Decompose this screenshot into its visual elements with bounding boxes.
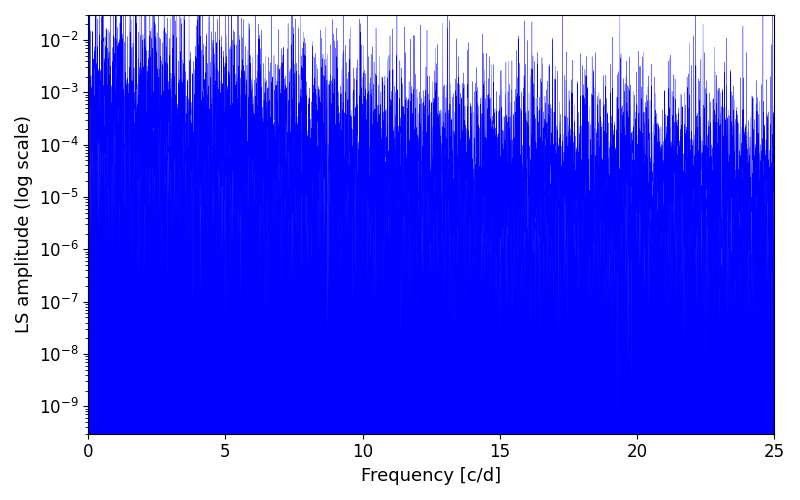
X-axis label: Frequency [c/d]: Frequency [c/d] — [361, 467, 502, 485]
Y-axis label: LS amplitude (log scale): LS amplitude (log scale) — [15, 116, 33, 334]
